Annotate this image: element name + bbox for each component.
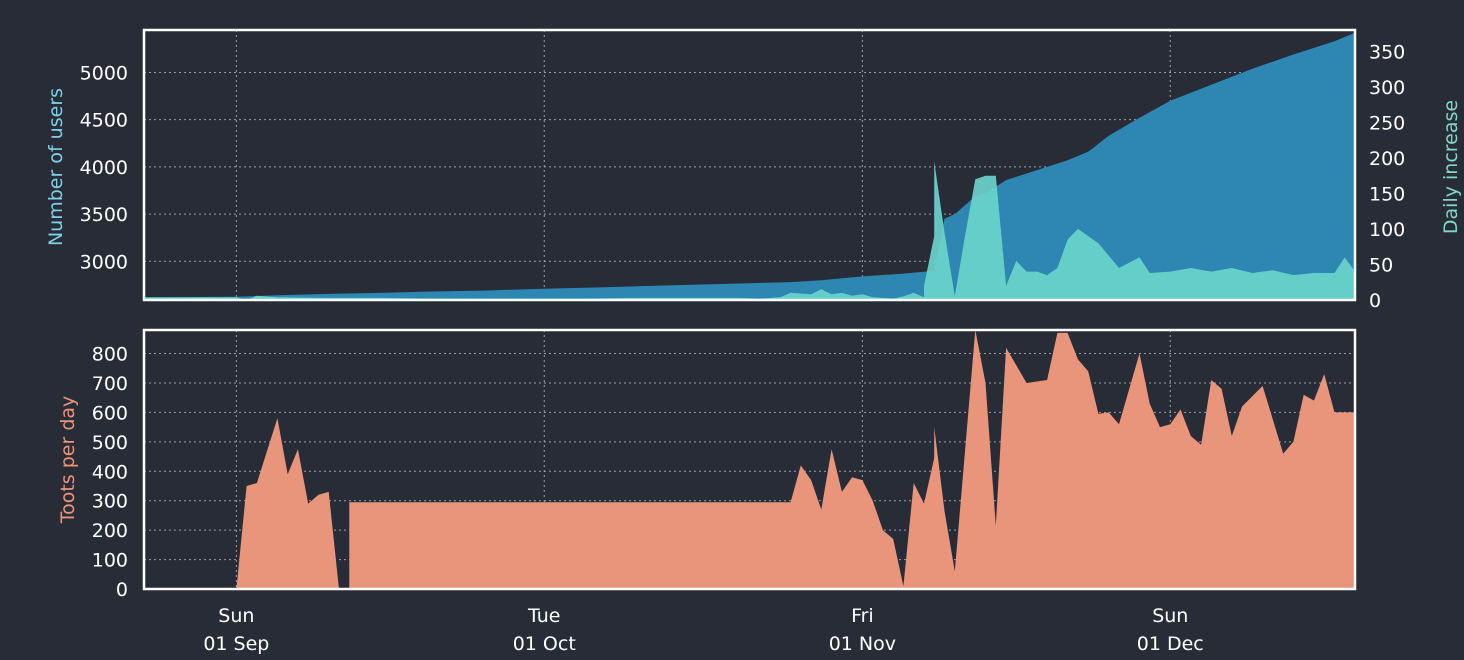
x-tick-day-01-dec: Sun — [1152, 605, 1188, 627]
x-tick-date-01-dec: 01 Dec — [1137, 633, 1204, 655]
increase-tick-100: 100 — [1369, 219, 1405, 241]
users-tick-5000: 5000 — [80, 62, 128, 84]
users-tick-3500: 3500 — [80, 204, 128, 226]
x-tick-day-01-oct: Tue — [527, 605, 560, 627]
toots-tick-200: 200 — [92, 520, 128, 542]
increase-axis-label: Daily increase — [1440, 100, 1462, 234]
users-tick-3000: 3000 — [80, 251, 128, 273]
toots-tick-700: 700 — [92, 373, 128, 395]
daily-increase-area — [144, 161, 1355, 300]
increase-tick-200: 200 — [1369, 148, 1405, 170]
bottom-plot-frame — [142, 328, 1357, 591]
toots-tick-300: 300 — [92, 491, 128, 513]
toots-tick-100: 100 — [92, 550, 128, 572]
users-plot: 3000 3500 4000 4500 5000 0 50 100 150 200 250 300 35… — [45, 28, 1462, 312]
increase-tick-300: 300 — [1369, 77, 1405, 99]
x-tick-day-01-sep: Sun — [218, 605, 254, 627]
toots-tick-400: 400 — [92, 461, 128, 483]
toots-plot: 0 100 200 300 400 500 600 700 800 Toots per day Su… — [57, 328, 1357, 655]
users-tick-4000: 4000 — [80, 157, 128, 179]
top-plot-frame — [142, 28, 1357, 302]
toots-tick-0: 0 — [116, 579, 128, 601]
toots-tick-800: 800 — [92, 344, 128, 366]
toots-tick-600: 600 — [92, 402, 128, 424]
users-area — [144, 32, 1355, 301]
toots-area-segment-2 — [349, 330, 1355, 589]
users-axis-label: Number of users — [45, 88, 67, 246]
increase-tick-150: 150 — [1369, 183, 1405, 205]
x-tick-date-01-sep: 01 Sep — [203, 633, 269, 655]
x-tick-day-01-nov: Fri — [851, 605, 874, 627]
toots-area-segment-1 — [144, 418, 350, 589]
users-tick-4500: 4500 — [80, 110, 128, 132]
increase-tick-50: 50 — [1369, 254, 1393, 276]
increase-tick-250: 250 — [1369, 112, 1405, 134]
increase-tick-0: 0 — [1369, 290, 1381, 312]
toots-axis-label: Toots per day — [57, 396, 79, 525]
toots-tick-500: 500 — [92, 432, 128, 454]
x-tick-date-01-oct: 01 Oct — [513, 633, 576, 655]
x-tick-date-01-nov: 01 Nov — [829, 633, 896, 655]
increase-tick-350: 350 — [1369, 41, 1405, 63]
